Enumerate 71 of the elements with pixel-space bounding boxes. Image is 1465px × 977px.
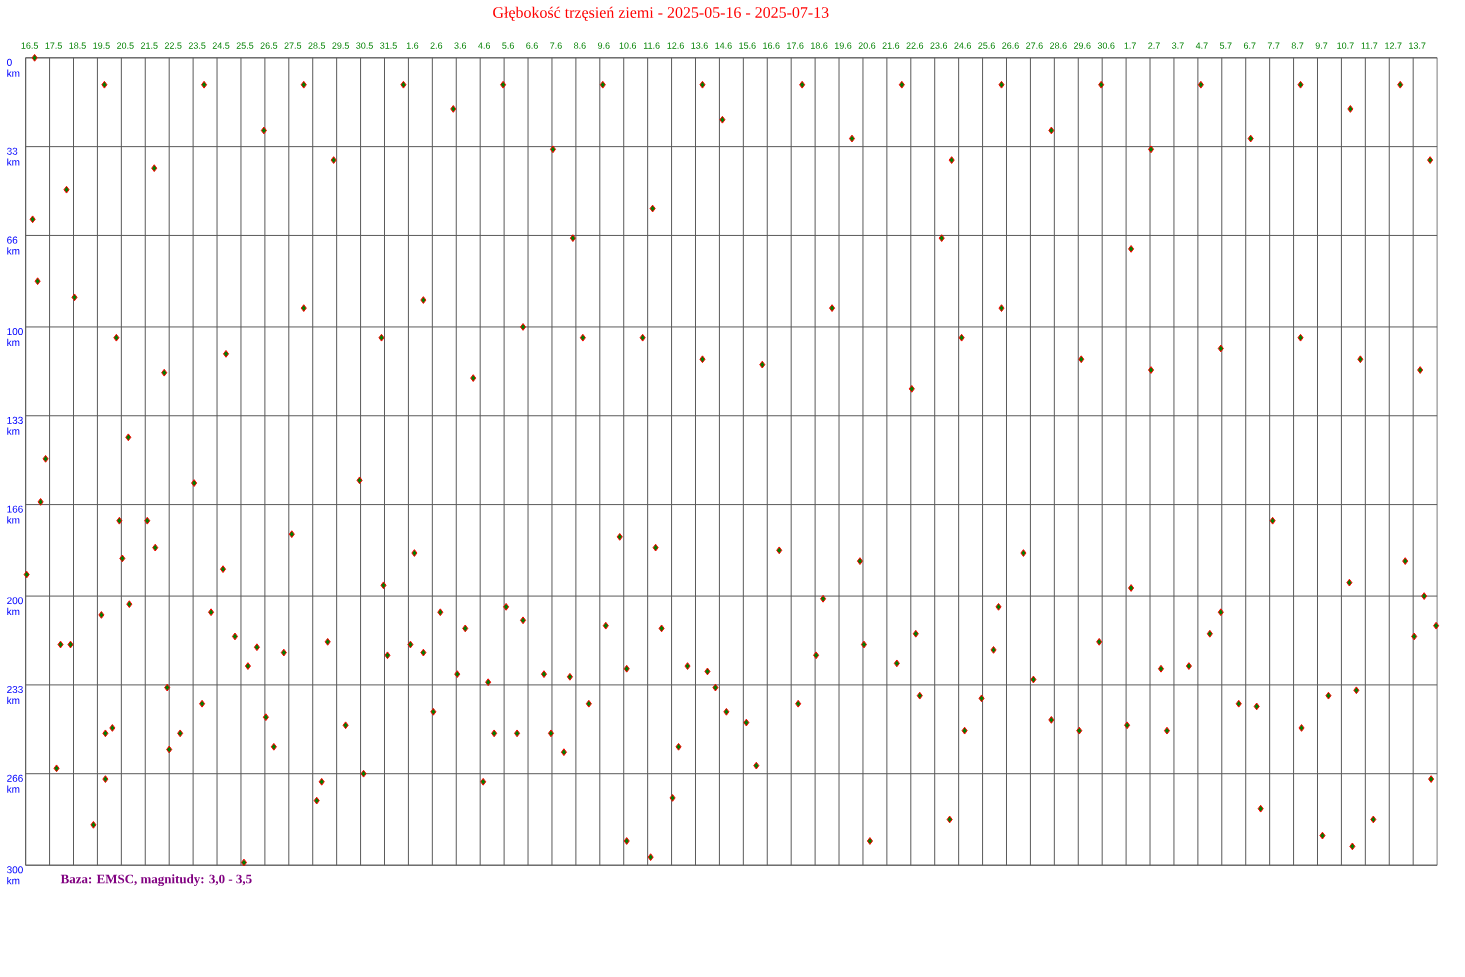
x-tick-label: 20.5 — [117, 42, 134, 49]
x-tick-label: 14.6 — [715, 42, 732, 49]
x-tick-label: 29.5 — [332, 42, 349, 49]
x-tick-label: 17.6 — [787, 42, 804, 49]
x-tick-label: 10.6 — [619, 42, 637, 49]
x-tick-label: 18.6 — [811, 42, 828, 49]
x-tick-label: 26.6 — [1002, 42, 1019, 49]
x-tick-label: 12.7 — [1385, 42, 1402, 49]
x-tick-label: 30.6 — [1097, 42, 1115, 49]
x-tick-label: 5.7 — [1219, 42, 1232, 49]
x-tick-label: 6.7 — [1243, 42, 1256, 49]
x-tick-label: 9.7 — [1315, 42, 1328, 49]
x-tick-label: 24.6 — [954, 42, 971, 49]
y-tick-label: 233 km — [7, 686, 23, 704]
x-tick-label: 16.6 — [763, 42, 780, 49]
y-tick-label: 266 km — [7, 774, 23, 793]
x-tick-label: 22.6 — [906, 42, 924, 49]
x-tick-label: 21.6 — [882, 42, 900, 49]
x-tick-label: 31.5 — [380, 42, 397, 49]
x-tick-label: 4.7 — [1195, 42, 1208, 49]
x-tick-label: 6.6 — [526, 42, 538, 49]
x-tick-label: 20.6 — [858, 42, 876, 49]
y-tick-label: 133 km — [7, 416, 23, 435]
x-tick-label: 27.5 — [284, 42, 302, 49]
x-tick-label: 10.7 — [1337, 42, 1354, 49]
x-tick-label: 1.7 — [1124, 42, 1136, 49]
x-tick-label: 3.7 — [1172, 42, 1184, 49]
x-tick-label: 26.5 — [260, 42, 278, 49]
x-tick-label: 22.5 — [164, 42, 182, 49]
x-tick-label: 2.7 — [1148, 42, 1160, 49]
chart-title: Głębokość trzęsień ziemi - 2025-05-16 - 2025-07-13 — [493, 6, 829, 21]
x-tick-label: 12.6 — [667, 42, 684, 49]
x-tick-label: 8.6 — [574, 42, 586, 49]
text: Baza: EMSC, magnitudy: 3,0 - 3,5 — [60, 874, 252, 887]
y-tick-label: 166 km — [7, 505, 23, 524]
x-tick-label: 7.7 — [1267, 42, 1280, 49]
x-tick-label: 24.5 — [212, 42, 230, 49]
x-tick-label: 19.5 — [93, 42, 110, 49]
x-tick-label: 19.6 — [834, 42, 852, 49]
x-tick-label: 23.6 — [930, 42, 948, 49]
x-tick-label: 21.5 — [140, 42, 158, 49]
x-tick-label: 16.5 — [21, 42, 39, 49]
x-tick-label: 15.6 — [739, 42, 756, 49]
y-tick-label: 66 km — [7, 236, 20, 255]
x-tick-label: 2.6 — [430, 42, 443, 49]
x-tick-label: 25.5 — [236, 42, 254, 49]
x-tick-label: 11.7 — [1361, 42, 1378, 49]
x-tick-label: 18.5 — [69, 42, 86, 49]
x-tick-label: 5.6 — [502, 42, 514, 49]
x-tick-label: 1.6 — [406, 42, 419, 49]
x-tick-label: 4.6 — [478, 42, 491, 49]
y-tick-label: 33 km — [7, 147, 20, 166]
x-tick-label: 30.5 — [356, 42, 373, 49]
x-tick-label: 8.7 — [1291, 42, 1304, 49]
x-tick-label: 28.6 — [1050, 42, 1067, 49]
y-tick-label: 300 km — [7, 866, 23, 885]
y-tick-label: 100 km — [7, 328, 23, 347]
x-tick-label: 25.6 — [978, 42, 995, 49]
y-tick-label: 200 km — [7, 597, 23, 616]
x-tick-label: 13.7 — [1409, 42, 1426, 49]
x-tick-label: 7.6 — [550, 42, 562, 49]
x-tick-label: 29.6 — [1073, 42, 1091, 49]
x-tick-label: 9.6 — [597, 42, 610, 49]
x-tick-label: 23.5 — [188, 42, 206, 49]
x-tick-label: 27.6 — [1026, 42, 1043, 49]
x-tick-label: 11.6 — [643, 42, 660, 49]
x-tick-label: 13.6 — [691, 42, 708, 49]
y-tick-label: 0 km — [7, 58, 20, 77]
x-tick-label: 17.5 — [45, 42, 62, 49]
x-tick-label: 28.5 — [308, 42, 326, 49]
x-tick-label: 3.6 — [454, 42, 467, 49]
